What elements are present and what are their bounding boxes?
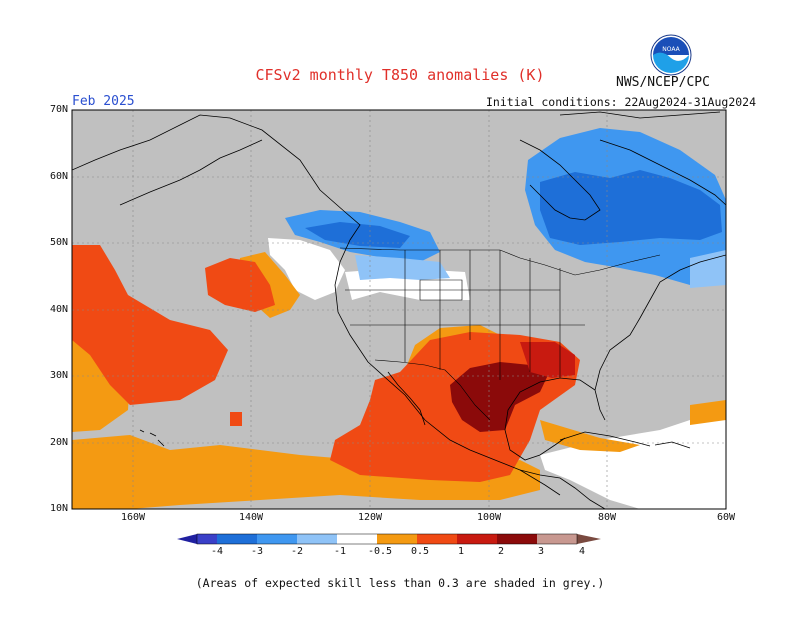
- lat-label-40n: 40N: [49, 304, 68, 315]
- coast-baja: [387, 371, 426, 426]
- warm-anomaly-gulf-orange: [540, 420, 640, 452]
- colorbar-label: 0.5: [410, 546, 430, 557]
- colorbar-swatch: [377, 534, 417, 544]
- colorbar-label: -2: [290, 546, 304, 557]
- lon-label-100w: 100W: [476, 512, 502, 523]
- colorbar-swatch: [577, 534, 601, 544]
- colorbar-frame: [196, 533, 578, 545]
- warm-anomaly-tropics-orange: [72, 435, 540, 509]
- lon-label-120w: 120W: [357, 512, 383, 523]
- colorbar-swatch: [257, 534, 297, 544]
- warm-spot-small: [230, 412, 242, 426]
- map-frame: [71, 109, 727, 510]
- white-region-caribbean: [540, 415, 726, 509]
- lat-label-20n: 20N: [49, 437, 68, 448]
- lon-label-60w: 60W: [716, 512, 736, 523]
- warm-anomaly-east-pac-orange: [690, 400, 726, 425]
- colorbar-label: 3: [537, 546, 545, 557]
- coast-east-us: [594, 254, 726, 421]
- skill-footnote: (Areas of expected skill less than 0.3 a…: [195, 576, 605, 590]
- warm-anomaly-gulf: [520, 342, 575, 378]
- colorbar-label: 4: [578, 546, 586, 557]
- colorbar-label: 2: [497, 546, 505, 557]
- lon-label-140w: 140W: [238, 512, 264, 523]
- cold-anomaly-canada-east-core: [540, 170, 722, 245]
- agency-label: NWS/NCEP/CPC: [616, 75, 710, 90]
- colorbar-swatch: [297, 534, 337, 544]
- initial-conditions: Initial conditions: 22Aug2024-31Aug2024: [486, 95, 757, 109]
- colorbar-label: -3: [250, 546, 264, 557]
- warm-anomaly-offshore: [205, 258, 275, 312]
- hawaii-islands: [139, 429, 165, 447]
- colorbar-label: -4: [210, 546, 224, 557]
- coast-hispaniola: [654, 441, 691, 449]
- border-us-canada: [339, 247, 661, 276]
- colorbar-swatch: [217, 534, 257, 544]
- cold-anomaly-north-plains: [355, 255, 450, 280]
- warm-anomaly-npac: [72, 245, 228, 405]
- cold-anomaly-bc-core: [305, 222, 410, 248]
- coast-cuba: [559, 431, 651, 447]
- colorbar-label: -1: [333, 546, 347, 557]
- colorbar-swatch: [177, 534, 197, 544]
- lat-label-60n: 60N: [49, 171, 68, 182]
- colorbar-swatch: [497, 534, 537, 544]
- border-states-h3: [419, 279, 463, 301]
- white-region-pacific-nw: [268, 238, 345, 300]
- chart-title: CFSv2 monthly T850 anomalies (K): [255, 66, 545, 84]
- lat-label-70n: 70N: [49, 104, 68, 115]
- colorbar-label: -0.5: [367, 546, 393, 557]
- political-borders: [339, 247, 661, 421]
- logo-text: NOAA: [662, 46, 680, 53]
- coast-greenland: [559, 111, 721, 119]
- warm-anomaly-texas-core: [450, 362, 548, 432]
- coast-hudson: [519, 139, 601, 221]
- colorbar-label: 1: [457, 546, 465, 557]
- colorbar-swatch: [337, 534, 377, 544]
- coast-central-america: [519, 469, 606, 509]
- coastlines: [72, 111, 726, 509]
- coast-alaska-canada: [72, 114, 561, 496]
- colorbar-swatch: [417, 534, 457, 544]
- coast-labrador: [599, 139, 726, 206]
- coast-gulf: [504, 377, 596, 461]
- lat-label-10n: 10N: [49, 503, 68, 514]
- colorbar-swatch: [537, 534, 577, 544]
- lon-label-80w: 80W: [597, 512, 617, 523]
- colorbar-swatch: [197, 534, 217, 544]
- lat-label-30n: 30N: [49, 370, 68, 381]
- graticule: [72, 110, 726, 509]
- noaa-logo-icon: NOAA: [650, 34, 692, 76]
- colorbar-swatch: [457, 534, 497, 544]
- cold-anomaly-atlantic: [690, 250, 726, 288]
- colorbar: [177, 533, 601, 545]
- lat-label-50n: 50N: [49, 237, 68, 248]
- coast-alaska-peninsula: [119, 139, 263, 206]
- forecast-month: Feb 2025: [72, 94, 135, 109]
- border-us-mexico: [374, 359, 491, 421]
- lon-label-160w: 160W: [120, 512, 146, 523]
